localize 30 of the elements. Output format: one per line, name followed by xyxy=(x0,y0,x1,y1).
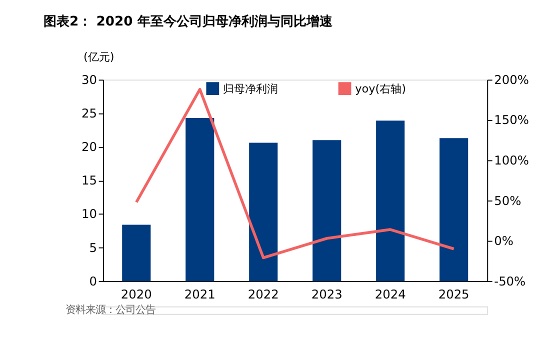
x-tick-label: 2025 xyxy=(438,287,470,302)
y2-tick-label: 100% xyxy=(494,153,529,168)
y-axis-title: (亿元) xyxy=(83,50,114,64)
y-tick-label: 10 xyxy=(81,207,97,222)
y-tick-label: 30 xyxy=(81,72,97,87)
y-tick-label: 15 xyxy=(81,174,97,188)
bar xyxy=(440,138,468,282)
bar xyxy=(122,224,151,282)
y-tick-label: 5 xyxy=(89,240,97,255)
x-tick-label: 2020 xyxy=(120,287,152,302)
y-tick-label: 0 xyxy=(89,274,97,288)
x-tick-label: 2022 xyxy=(248,287,279,302)
y2-tick-label: -50% xyxy=(494,274,526,288)
x-tick-label: 2024 xyxy=(374,287,406,302)
text: 资料来源：公司公告 xyxy=(66,304,156,316)
legend-label: 归母净利润 xyxy=(222,82,278,96)
bar xyxy=(312,140,342,282)
x-tick-label: 2021 xyxy=(184,287,216,302)
y2-tick-label: 150% xyxy=(494,113,529,128)
y-tick-label: 25 xyxy=(81,106,97,120)
y2-tick-label: 200% xyxy=(494,72,529,87)
bar xyxy=(186,118,214,282)
y2-tick-label: 50% xyxy=(494,194,522,208)
x-tick-label: 2023 xyxy=(311,287,342,302)
y2-tick-label: 0% xyxy=(494,234,514,248)
bar xyxy=(376,120,405,282)
y-tick-label: 20 xyxy=(81,140,97,154)
legend-label: yoy(右轴) xyxy=(355,82,406,96)
chart-title: 图表2： 2020 年至今公司归母净利润与同比增速 xyxy=(44,13,334,30)
bar xyxy=(249,142,278,282)
